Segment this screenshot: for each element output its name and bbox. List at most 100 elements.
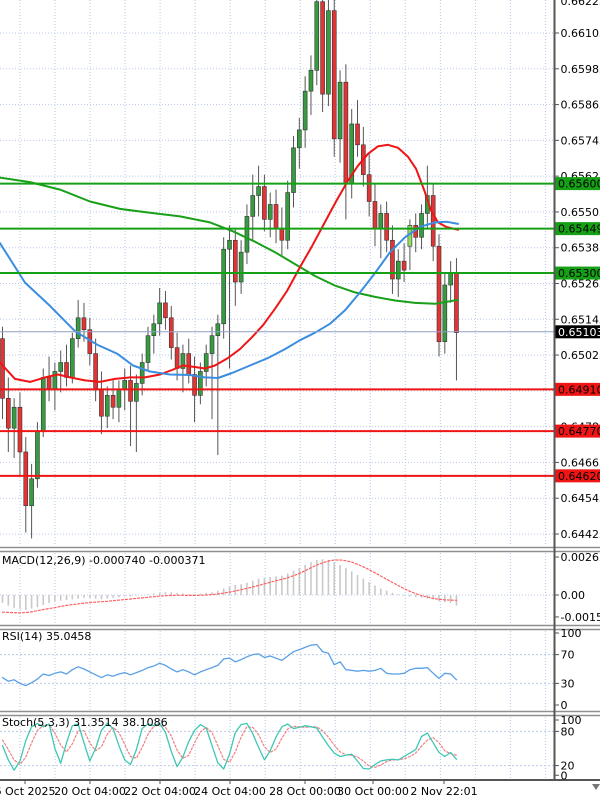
rsi-axis-label: 70 xyxy=(561,649,575,662)
candle-bull xyxy=(29,478,34,506)
price-axis-label: 0.65025 xyxy=(561,349,600,362)
axis-corner-icon xyxy=(592,784,600,790)
candle-bear xyxy=(23,451,29,506)
candle-bear xyxy=(320,1,325,95)
candle-bull xyxy=(337,81,343,140)
time-axis-label: 22 Oct 04:00 xyxy=(124,785,196,798)
candle-bear xyxy=(110,395,116,408)
candle-bear xyxy=(372,201,378,229)
candle-bull xyxy=(326,10,331,95)
rsi-line xyxy=(1,643,458,687)
candle-bull xyxy=(297,129,302,149)
time-axis-label: 6 Oct 2025 xyxy=(0,785,56,798)
level-price-badge xyxy=(555,424,600,438)
candle-bull xyxy=(314,1,320,71)
candle-bull xyxy=(442,284,448,342)
candle-bear xyxy=(454,272,459,334)
stoch-axis-label: 80 xyxy=(561,725,575,738)
candle-bear xyxy=(168,317,174,348)
candle-bull xyxy=(285,192,290,241)
candle-bear xyxy=(17,406,23,453)
candle-bull xyxy=(58,362,64,372)
price-axis-label: 0.65145 xyxy=(561,313,600,326)
ma-mid-red-line xyxy=(0,143,459,383)
candle-bull xyxy=(256,186,261,196)
candle-bull xyxy=(227,239,232,250)
candle-bull xyxy=(395,260,401,280)
rsi-axis-label: 0 xyxy=(561,699,568,712)
price-axis-label: 0.64545 xyxy=(561,492,600,505)
stoch-panel xyxy=(0,717,554,778)
candle-bull xyxy=(116,389,122,408)
candle-bull xyxy=(11,406,17,429)
badge-label: 0.64620 xyxy=(558,470,600,483)
stoch-axis-label: 20 xyxy=(561,760,575,773)
badge-label: 0.65600 xyxy=(558,178,600,191)
candle-bull xyxy=(40,377,46,432)
candle-bull xyxy=(134,383,139,402)
badge-label: 0.65300 xyxy=(558,267,600,280)
candle-bull xyxy=(122,380,128,390)
candle-bull xyxy=(151,323,157,336)
current-price-badge xyxy=(555,325,600,339)
candle-bull xyxy=(198,371,203,396)
stoch-axis-label: 0 xyxy=(561,769,568,782)
candle-bear xyxy=(279,228,285,241)
time-axis-label: 24 Oct 04:00 xyxy=(194,785,266,798)
candle-bull xyxy=(180,353,186,369)
ma-slow-green-line xyxy=(0,176,459,305)
candle-bull xyxy=(139,362,145,384)
candle-bull xyxy=(35,430,40,480)
candle-bull xyxy=(250,195,256,217)
candle-bull xyxy=(70,338,75,378)
badge-label: 0.64770 xyxy=(558,425,600,438)
level-price-badge xyxy=(555,222,600,236)
candle-bear xyxy=(343,81,349,184)
price-axis-label: 0.65745 xyxy=(561,134,600,147)
badge-label: 0.65449 xyxy=(558,223,600,236)
candle-bear xyxy=(331,10,337,140)
candle-bull xyxy=(215,323,221,336)
price-axis-label: 0.66225 xyxy=(561,0,600,8)
candle-bull xyxy=(244,216,250,253)
candle-bull xyxy=(291,147,296,193)
candle-bull xyxy=(378,213,384,229)
candle-bull xyxy=(104,395,110,417)
candle-bear xyxy=(233,239,238,283)
candle-bull xyxy=(157,302,162,325)
price-axis-label: 0.66105 xyxy=(561,27,600,40)
rsi-axis-label: 100 xyxy=(561,627,582,640)
macd-panel xyxy=(0,553,554,624)
price-axis-label: 0.65505 xyxy=(561,206,600,219)
time-axis-label: 2 Nov 22:01 xyxy=(410,785,477,798)
candle-bear xyxy=(436,245,442,342)
price-axis-label: 0.64425 xyxy=(561,528,600,541)
candle-bear xyxy=(355,123,360,146)
candle-bear xyxy=(163,302,168,319)
candle-bull xyxy=(209,335,215,354)
candle-bear xyxy=(99,389,104,417)
candle-bear xyxy=(6,398,11,429)
stoch-k-line xyxy=(1,722,458,771)
price-axis-label: 0.65265 xyxy=(561,277,600,290)
macd-axis-label: -0.001535 xyxy=(561,611,600,624)
candle-bull xyxy=(302,90,308,131)
price-axis[interactable]: 0.66225 0.66105 0.65985 0.65865 0.65745 0.656… xyxy=(554,0,600,541)
candle-bear xyxy=(262,186,267,220)
candle-bear xyxy=(390,239,395,280)
candle-bear xyxy=(273,204,279,229)
candle-bear xyxy=(430,195,436,247)
candle-bull xyxy=(267,204,273,220)
candle-bear xyxy=(192,374,197,396)
macd-signal-line xyxy=(1,559,458,614)
candle-bear xyxy=(128,380,133,402)
candle-bear xyxy=(186,353,192,375)
candle-bull xyxy=(308,69,314,92)
candle-bull xyxy=(221,248,226,325)
badge-label: 0.65103 xyxy=(558,326,600,339)
candle-bear xyxy=(46,377,52,390)
time-axis-label: 30 Oct 00:00 xyxy=(337,785,409,798)
